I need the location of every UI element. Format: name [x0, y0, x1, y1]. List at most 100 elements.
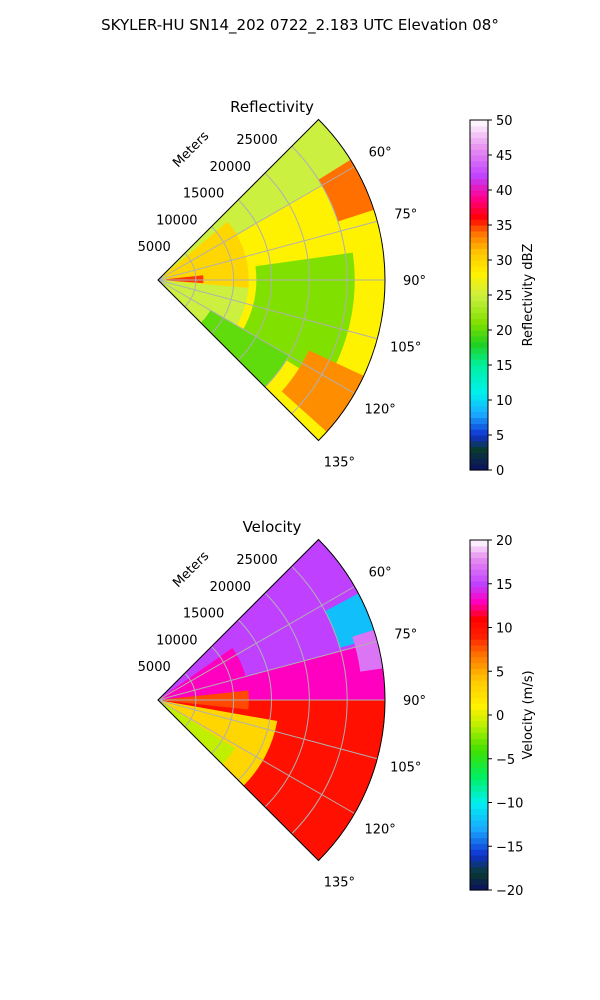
colorbar-segment	[470, 324, 488, 331]
range-tick-label: 10000	[156, 633, 197, 648]
azimuth-tick-label: 120°	[364, 822, 395, 837]
range-tick-label: 10000	[156, 213, 197, 228]
figure-title: SKYLER-HU SN14_202 0722_2.183 UTC Elevat…	[101, 16, 499, 34]
colorbar-segment	[470, 720, 488, 728]
colorbar-segment	[470, 790, 488, 798]
colorbar-segment	[470, 225, 488, 232]
colorbar-segment	[470, 662, 488, 669]
colorbar-segment	[470, 796, 488, 804]
azimuth-tick-label: 60°	[369, 146, 392, 161]
colorbar-segment	[470, 149, 488, 156]
azimuth-tick-label: 120°	[364, 402, 395, 417]
azimuth-spoke	[157, 220, 378, 281]
colorbar-segment	[470, 575, 488, 582]
colorbar-segment	[470, 400, 488, 407]
colorbar-segment	[470, 265, 488, 273]
colorbar-segment	[470, 271, 488, 279]
colorbar-segment	[470, 411, 488, 419]
range-tick-label: 5000	[138, 660, 171, 675]
colorbar-segment	[470, 697, 488, 704]
range-tick-label: 20000	[210, 580, 251, 595]
azimuth-spoke	[157, 699, 378, 760]
colorbar-segment	[470, 207, 488, 214]
colorbar-segment	[470, 155, 488, 162]
colorbar-segment	[470, 545, 488, 553]
azimuth-tick-label: 105°	[390, 760, 421, 775]
colorbar-segment	[470, 703, 488, 710]
colorbar-segment	[470, 680, 488, 687]
colorbar-segment	[470, 627, 488, 634]
colorbar-segment	[470, 802, 488, 809]
colorbar-segment	[470, 359, 488, 366]
colorbar-segment	[470, 283, 488, 290]
colorbar-segment	[470, 551, 488, 559]
panel-reflectivity: Reflectivity 5000 10000 15000 20000 25000 Mete…	[138, 98, 536, 479]
range-tick-label: 15000	[183, 187, 224, 202]
azimuth-tick-label: 105°	[390, 340, 421, 355]
colorbar-segment	[470, 295, 488, 302]
sector-frame	[157, 538, 386, 862]
colorbar-tick-label: 40	[496, 184, 513, 199]
colorbar-segment	[470, 242, 488, 249]
panel-title: Velocity	[243, 518, 302, 536]
colorbar-segment	[470, 586, 488, 594]
colorbar-segment	[470, 750, 488, 757]
range-tick-label: 25000	[236, 553, 277, 568]
colorbar-segment	[470, 872, 488, 879]
colorbar-segment	[470, 464, 488, 471]
range-tick-label: 15000	[183, 607, 224, 622]
colorbar-segment	[470, 370, 488, 378]
panel-velocity: Velocity 5000 10000 15000 20000 25000 Meters 60…	[138, 518, 536, 899]
colorbar-tick-label: 20	[496, 534, 513, 549]
colorbar-segment	[470, 277, 488, 284]
colorbar-tick-label: −5	[496, 753, 515, 768]
colorbar-segment	[470, 866, 488, 874]
colorbar-segment	[470, 394, 488, 401]
colorbar-segment	[470, 569, 488, 576]
colorbar-tick-label: 10	[496, 622, 513, 637]
colorbar-segment	[470, 610, 488, 617]
colorbar-segment	[470, 230, 488, 238]
colorbar-tick-label: 35	[496, 219, 513, 234]
colorbar-segment	[470, 738, 488, 745]
colorbar-label: Reflectivity dBZ	[521, 244, 536, 347]
colorbar-segment	[470, 726, 488, 734]
colorbar-segment	[470, 598, 488, 605]
range-axis-label: Meters	[170, 549, 212, 591]
colorbar-label: Velocity (m/s)	[521, 670, 536, 759]
colorbar-segment	[470, 365, 488, 372]
colorbar-segment	[470, 137, 488, 144]
colorbar-segment	[470, 639, 488, 646]
colorbar-segment	[470, 254, 488, 261]
colorbar-tick-label: −15	[496, 840, 523, 855]
colorbar-segment	[470, 248, 488, 255]
colorbar-tick-label: 5	[496, 665, 504, 680]
colorbar-segment	[470, 236, 488, 244]
azimuth-spoke	[157, 166, 355, 281]
colorbar-segment	[470, 131, 488, 139]
colorbar-segment	[470, 300, 488, 308]
colorbar-segment	[470, 452, 488, 459]
colorbar-tick-label: 15	[496, 359, 513, 374]
colorbar-tick-label: 0	[496, 464, 504, 479]
data-region	[281, 350, 364, 432]
azimuth-tick-label: 75°	[394, 208, 417, 223]
colorbar-segment	[470, 335, 488, 343]
colorbar-segment	[470, 773, 488, 780]
azimuth-tick-label: 90°	[403, 694, 426, 709]
azimuth-tick-label: 60°	[369, 566, 392, 581]
colorbar-segment	[470, 388, 488, 395]
colorbar-segment	[470, 435, 488, 442]
colorbar-segment	[470, 761, 488, 769]
data-region	[352, 629, 383, 672]
colorbar-segment	[470, 195, 488, 203]
colorbar-segment	[470, 446, 488, 454]
colorbar-segment	[470, 709, 488, 716]
colorbar-segment	[470, 382, 488, 389]
colorbar-segment	[470, 353, 488, 360]
azimuth-tick-label: 135°	[324, 875, 355, 890]
colorbar-segment	[470, 347, 488, 354]
colorbar-segment	[470, 557, 488, 564]
colorbar-segment	[470, 645, 488, 652]
